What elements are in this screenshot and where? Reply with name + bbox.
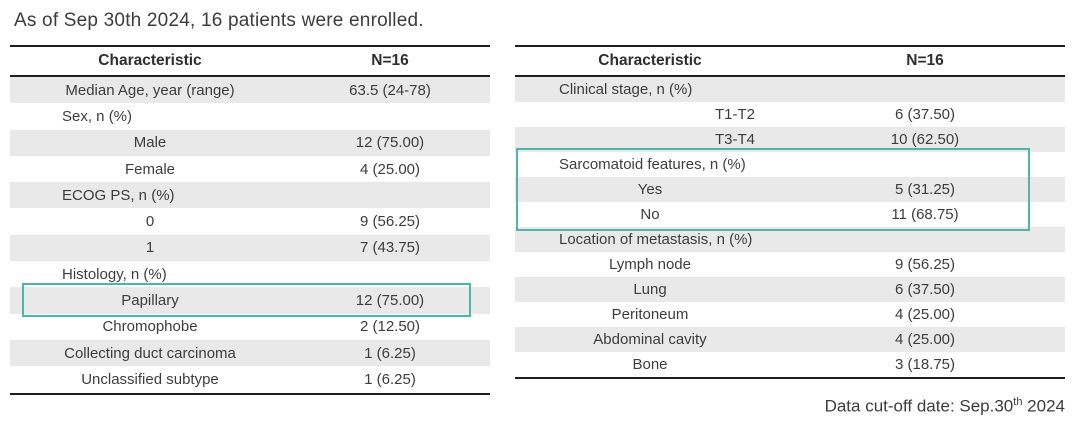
- table-row: Lung 6 (37.50): [515, 277, 1065, 302]
- row-label: 0: [145, 213, 155, 231]
- table-row: Collecting duct carcinoma 1 (6.25): [10, 339, 490, 367]
- table-row: Sex, n (%): [10, 103, 490, 130]
- row-label: Collecting duct carcinoma: [64, 344, 236, 362]
- row-value: 63.5 (24-78): [349, 81, 431, 99]
- row-label: Lymph node: [608, 256, 691, 273]
- table-row: Papillary 12 (75.00): [10, 287, 490, 314]
- table-row: Chromophobe 2 (12.50): [10, 313, 490, 340]
- table-row: T3-T4 10 (62.50): [515, 127, 1065, 152]
- row-value: 6 (37.50): [894, 106, 956, 123]
- row-label: Sarcomatoid features, n (%): [559, 156, 746, 173]
- table-body: Median Age, year (range) 63.5 (24-78) Sex,…: [10, 77, 490, 395]
- row-value: 9 (56.25): [894, 256, 956, 273]
- table-row: Female 4 (25.00): [10, 155, 490, 183]
- table-row: Yes 5 (31.25): [515, 177, 1065, 202]
- table-body: Clinical stage, n (%) T1-T2 6 (37.50) T3-T4…: [515, 77, 1065, 379]
- row-label: Chromophobe: [102, 318, 198, 336]
- table-row: Unclassified subtype 1 (6.25): [10, 366, 490, 393]
- row-value: 1 (6.25): [364, 370, 416, 388]
- table-row: Median Age, year (range) 63.5 (24-78): [10, 77, 490, 104]
- column-header-characteristic: Characteristic: [98, 52, 202, 69]
- table-header-row: Characteristic N=16: [10, 47, 490, 77]
- row-value: 10 (62.50): [890, 131, 960, 148]
- row-label: Histology, n (%): [62, 265, 167, 283]
- column-header-n16: N=16: [371, 52, 409, 69]
- row-label: Unclassified subtype: [81, 370, 219, 388]
- row-label: Location of metastasis, n (%): [559, 231, 753, 248]
- row-label: Lung: [633, 281, 667, 298]
- row-label: Clinical stage, n (%): [559, 81, 693, 98]
- row-value: 12 (75.00): [355, 134, 425, 152]
- page-title: As of Sep 30th 2024, 16 patients were en…: [14, 10, 424, 31]
- table-row: 0 9 (56.25): [10, 208, 490, 235]
- row-value: 1 (6.25): [364, 344, 416, 362]
- row-label: T3-T4: [714, 131, 755, 148]
- row-value: 2 (12.50): [359, 318, 421, 336]
- table-row: Histology, n (%): [10, 261, 490, 288]
- table-row: Location of metastasis, n (%): [515, 227, 1065, 252]
- row-label: T1-T2: [714, 106, 755, 123]
- table-row: Bone 3 (18.75): [515, 352, 1065, 377]
- row-label: Male: [133, 134, 167, 152]
- row-value: 5 (31.25): [894, 181, 956, 198]
- row-label: Abdominal cavity: [593, 331, 707, 348]
- row-label: Peritoneum: [611, 306, 689, 323]
- baseline-characteristics-table-left: Characteristic N=16 Median Age, year (ra…: [10, 45, 490, 395]
- row-label: Bone: [632, 356, 668, 373]
- row-value: 7 (43.75): [359, 239, 421, 257]
- row-label: Median Age, year (range): [65, 81, 235, 99]
- row-label: No: [640, 206, 660, 223]
- column-header-n16: N=16: [906, 52, 944, 69]
- row-label: ECOG PS, n (%): [62, 186, 175, 204]
- table-header-row: Characteristic N=16: [515, 47, 1065, 77]
- row-value: 11 (68.75): [891, 206, 959, 223]
- data-cutoff-superscript: th: [1013, 396, 1023, 408]
- row-label: Yes: [637, 181, 663, 198]
- table-row: Abdominal cavity 4 (25.00): [515, 327, 1065, 352]
- table-row: Peritoneum 4 (25.00): [515, 302, 1065, 327]
- table-row: No 11 (68.75): [515, 202, 1065, 227]
- row-value: 4 (25.00): [894, 331, 956, 348]
- row-value: 9 (56.25): [359, 213, 421, 231]
- row-value: 4 (25.00): [894, 306, 956, 323]
- data-cutoff-prefix: Data cut-off date: Sep.30: [824, 396, 1014, 416]
- row-value: 6 (37.50): [894, 281, 956, 298]
- row-label: Sex, n (%): [62, 107, 133, 125]
- table-row: Male 12 (75.00): [10, 129, 490, 156]
- row-label: Female: [124, 160, 176, 178]
- row-value: 4 (25.00): [359, 160, 421, 178]
- table-row: T1-T2 6 (37.50): [515, 102, 1065, 127]
- table-row: Clinical stage, n (%): [515, 77, 1065, 102]
- row-value: 12 (75.00): [355, 292, 425, 310]
- table-row: Sarcomatoid features, n (%): [515, 152, 1065, 177]
- data-cutoff-note: Data cut-off date: Sep.30th 2024: [825, 396, 1065, 417]
- row-label: Papillary: [121, 292, 179, 310]
- column-header-characteristic: Characteristic: [598, 52, 702, 69]
- table-row: Lymph node 9 (56.25): [515, 252, 1065, 277]
- row-value: 3 (18.75): [894, 356, 956, 373]
- row-label: 1: [145, 239, 155, 257]
- baseline-characteristics-table-right: Characteristic N=16 Clinical stage, n (%…: [515, 45, 1065, 379]
- table-row: 1 7 (43.75): [10, 234, 490, 262]
- data-cutoff-suffix: 2024: [1022, 396, 1065, 416]
- table-row: ECOG PS, n (%): [10, 182, 490, 209]
